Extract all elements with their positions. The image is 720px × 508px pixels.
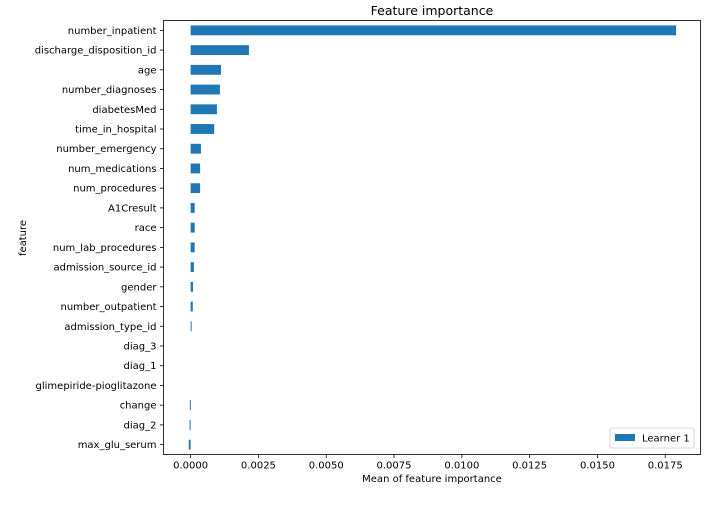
bar-change xyxy=(189,400,191,411)
y-tick-label: num_procedures xyxy=(73,184,156,195)
y-tick-label: time_in_hospital xyxy=(75,125,156,136)
x-tick-label: 0.0050 xyxy=(309,461,344,472)
chart-title: Feature importance xyxy=(371,3,494,18)
x-ticks-group: 0.0000 0.0025 0.0050 0.0075 0.0100 0.0125 0.01… xyxy=(173,454,683,472)
y-ticks-group: number_inpatient discharge_disposition_id… xyxy=(35,26,164,451)
bar-diag_2 xyxy=(189,419,191,430)
legend-label: Learner 1 xyxy=(642,434,690,445)
bar-discharge_disposition_id xyxy=(190,45,249,56)
x-tick-label: 0.0175 xyxy=(648,461,683,472)
y-tick-label: number_outpatient xyxy=(61,302,157,313)
bar-number_emergency xyxy=(190,143,201,154)
x-tick-label: 0.0125 xyxy=(512,461,547,472)
bar-admission_type_id xyxy=(190,321,192,332)
bar-gender xyxy=(190,281,194,292)
bars-group xyxy=(188,25,677,450)
y-tick-label: diag_2 xyxy=(124,420,157,431)
legend-swatch xyxy=(615,434,635,441)
legend: Learner 1 xyxy=(609,427,695,449)
y-tick-label: glimepiride-pioglitazone xyxy=(36,381,157,392)
bar-time_in_hospital xyxy=(190,124,215,134)
y-tick-label: diag_3 xyxy=(124,342,157,353)
bar-number_inpatient xyxy=(190,25,677,36)
y-tick-label: admission_source_id xyxy=(54,263,157,274)
plot-frame xyxy=(163,20,701,455)
y-tick-label: age xyxy=(138,65,157,76)
y-tick-label: num_lab_procedures xyxy=(53,243,157,254)
x-tick-label: 0.0075 xyxy=(377,461,412,472)
bar-num_procedures xyxy=(190,183,201,194)
y-tick-label: discharge_disposition_id xyxy=(35,46,157,57)
x-axis-label: Mean of feature importance xyxy=(362,474,502,485)
y-tick-label: admission_type_id xyxy=(64,322,156,333)
bar-max_glu_serum xyxy=(188,439,191,450)
x-tick-label: 0.0100 xyxy=(444,461,479,472)
y-tick-label: max_glu_serum xyxy=(78,440,157,451)
y-tick-label: diabetesMed xyxy=(92,105,156,116)
bar-admission_source_id xyxy=(190,262,194,273)
y-tick-label: gender xyxy=(121,282,157,293)
legend-box xyxy=(609,427,695,449)
y-tick-label: num_medications xyxy=(68,164,156,175)
bar-A1Cresult xyxy=(190,202,195,213)
bar-age xyxy=(190,64,221,75)
y-tick-label: A1Cresult xyxy=(108,203,157,214)
bar-number_outpatient xyxy=(190,301,193,312)
y-tick-label: number_diagnoses xyxy=(62,85,157,96)
bar-diabetesMed xyxy=(190,104,217,115)
bar-num_lab_procedures xyxy=(190,242,195,253)
x-tick-label: 0.0150 xyxy=(580,461,615,472)
y-tick-label: diag_1 xyxy=(124,361,157,372)
y-tick-label: number_emergency xyxy=(56,144,156,155)
bar-race xyxy=(190,222,195,233)
bar-num_medications xyxy=(190,163,201,174)
y-axis-label: feature xyxy=(18,220,29,256)
x-tick-label: 0.0000 xyxy=(173,461,208,472)
y-tick-label: number_inpatient xyxy=(68,26,157,37)
x-tick-label: 0.0025 xyxy=(241,461,276,472)
y-tick-label: change xyxy=(120,401,157,412)
bar-number_diagnoses xyxy=(190,84,220,95)
y-tick-label: race xyxy=(135,223,157,234)
